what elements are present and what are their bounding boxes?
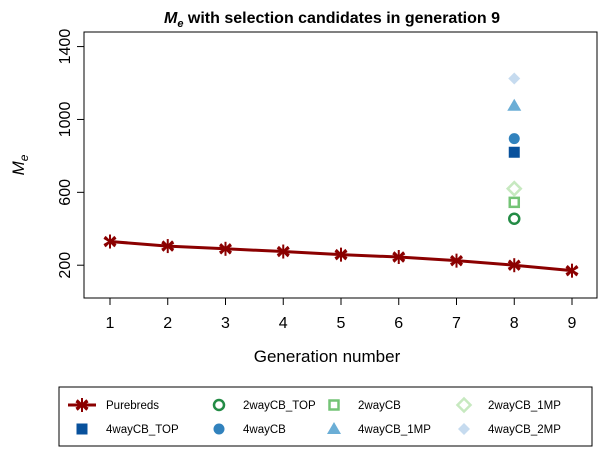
series-Purebreds [103, 234, 579, 278]
legend-label: 4wayCB_2MP [488, 424, 561, 436]
circle-shape [212, 398, 226, 412]
point-2wayCB_TOP-8 [508, 212, 521, 225]
star-stroke [508, 259, 520, 271]
point-Purebreds-8 [507, 258, 521, 273]
star-stroke [162, 240, 174, 252]
legend-marker [327, 422, 341, 434]
star-stroke [277, 245, 289, 258]
legend-label: 2wayCB [358, 400, 401, 412]
legend-item-4wayCB: 4wayCB [213, 423, 286, 436]
legend-marker [212, 398, 226, 412]
series-4wayCB_1MP [507, 98, 522, 111]
star-stroke [393, 251, 405, 263]
legend-item-4wayCB_1MP: 4wayCB_1MP [327, 422, 431, 436]
point-Purebreds-4 [276, 244, 290, 259]
legend-item-4wayCB_TOP: 4wayCB_TOP [76, 423, 179, 436]
legend-marker [455, 396, 473, 414]
triangle-shape [507, 98, 522, 111]
legend-item-Purebreds: Purebreds [68, 398, 159, 412]
x-tick-label-7: 7 [452, 315, 461, 332]
point-2wayCB-8 [508, 196, 521, 209]
legend-marker [328, 399, 340, 411]
series-2wayCB [508, 196, 521, 209]
x-tick-label-1: 1 [106, 315, 115, 332]
triangle-shape [327, 422, 341, 434]
legend-label: 4wayCB [243, 424, 286, 436]
star-stroke [335, 248, 347, 261]
star-stroke [104, 235, 116, 248]
chart-title: Me with selection candidates in generati… [164, 10, 500, 30]
point-2wayCB_1MP-8 [505, 180, 523, 197]
x-tick-label-3: 3 [221, 315, 230, 332]
diamond-shape [508, 72, 521, 85]
legend-item-4wayCB_2MP: 4wayCB_2MP [458, 423, 561, 436]
star-stroke [450, 254, 463, 267]
point-4wayCB_2MP-8 [508, 72, 521, 85]
square-shape [508, 146, 520, 158]
point-Purebreds-6 [392, 250, 406, 265]
diamond-shape [455, 396, 473, 414]
legend-label: Purebreds [106, 400, 159, 412]
point-Purebreds-3 [218, 241, 232, 256]
axes: 1 2 3 4 5 6 7 8 9 200 600 1000 1400 [57, 29, 598, 332]
star-stroke [76, 399, 88, 411]
circle-shape [508, 212, 521, 225]
legend-marker [458, 423, 470, 435]
plot-marks [103, 72, 579, 278]
circle-shape [213, 423, 225, 435]
x-axis-label: Generation number [254, 347, 401, 366]
point-4wayCB-8 [508, 133, 520, 145]
legend-label: 2wayCB_1MP [488, 400, 561, 412]
circle-shape [508, 133, 520, 145]
series-4wayCB [508, 133, 520, 145]
x-tick-label-4: 4 [279, 315, 288, 332]
point-4wayCB_TOP-8 [508, 146, 520, 158]
legend-label: 4wayCB_1MP [358, 424, 431, 436]
series-2wayCB_1MP [505, 180, 523, 197]
legend-box [58, 386, 593, 447]
y-axis-label: Me [9, 154, 31, 175]
legend-marker [76, 423, 88, 435]
diamond-shape [505, 180, 523, 197]
series-4wayCB_2MP [508, 72, 521, 85]
point-Purebreds-1 [103, 234, 117, 249]
square-shape [508, 196, 521, 209]
legend: Purebreds 2wayCB_TOP 2wayCB 2wayCB_1MP 4wayC… [58, 386, 593, 447]
point-Purebreds-7 [450, 253, 464, 268]
x-tick-label-6: 6 [394, 315, 403, 332]
legend-marker [213, 423, 225, 435]
diamond-shape [458, 423, 470, 435]
x-tick-label-5: 5 [337, 315, 346, 332]
legend-item-2wayCB: 2wayCB [328, 399, 401, 412]
star-stroke [219, 243, 232, 255]
y-tick-label-600: 600 [57, 179, 74, 206]
legend-label: 4wayCB_TOP [106, 424, 179, 436]
y-tick-label-1000: 1000 [57, 102, 74, 138]
legend-item-2wayCB_TOP: 2wayCB_TOP [212, 398, 316, 412]
x-tick-label-8: 8 [510, 315, 519, 332]
legend-marker [75, 398, 89, 412]
x-tick-label-2: 2 [163, 315, 172, 332]
point-Purebreds-9 [565, 263, 579, 278]
series-4wayCB_TOP [508, 146, 520, 158]
y-tick-label-200: 200 [57, 252, 74, 279]
legend-label: 2wayCB_TOP [243, 400, 316, 412]
star-stroke [566, 264, 578, 277]
point-4wayCB_1MP-8 [507, 98, 522, 111]
series-2wayCB_TOP [508, 212, 521, 225]
square-shape [76, 423, 88, 435]
legend-item-2wayCB_1MP: 2wayCB_1MP [455, 396, 561, 414]
x-tick-label-9: 9 [568, 315, 577, 332]
y-tick-label-1400: 1400 [57, 29, 74, 65]
point-Purebreds-2 [161, 239, 175, 254]
point-Purebreds-5 [334, 247, 348, 262]
square-shape [328, 399, 340, 411]
